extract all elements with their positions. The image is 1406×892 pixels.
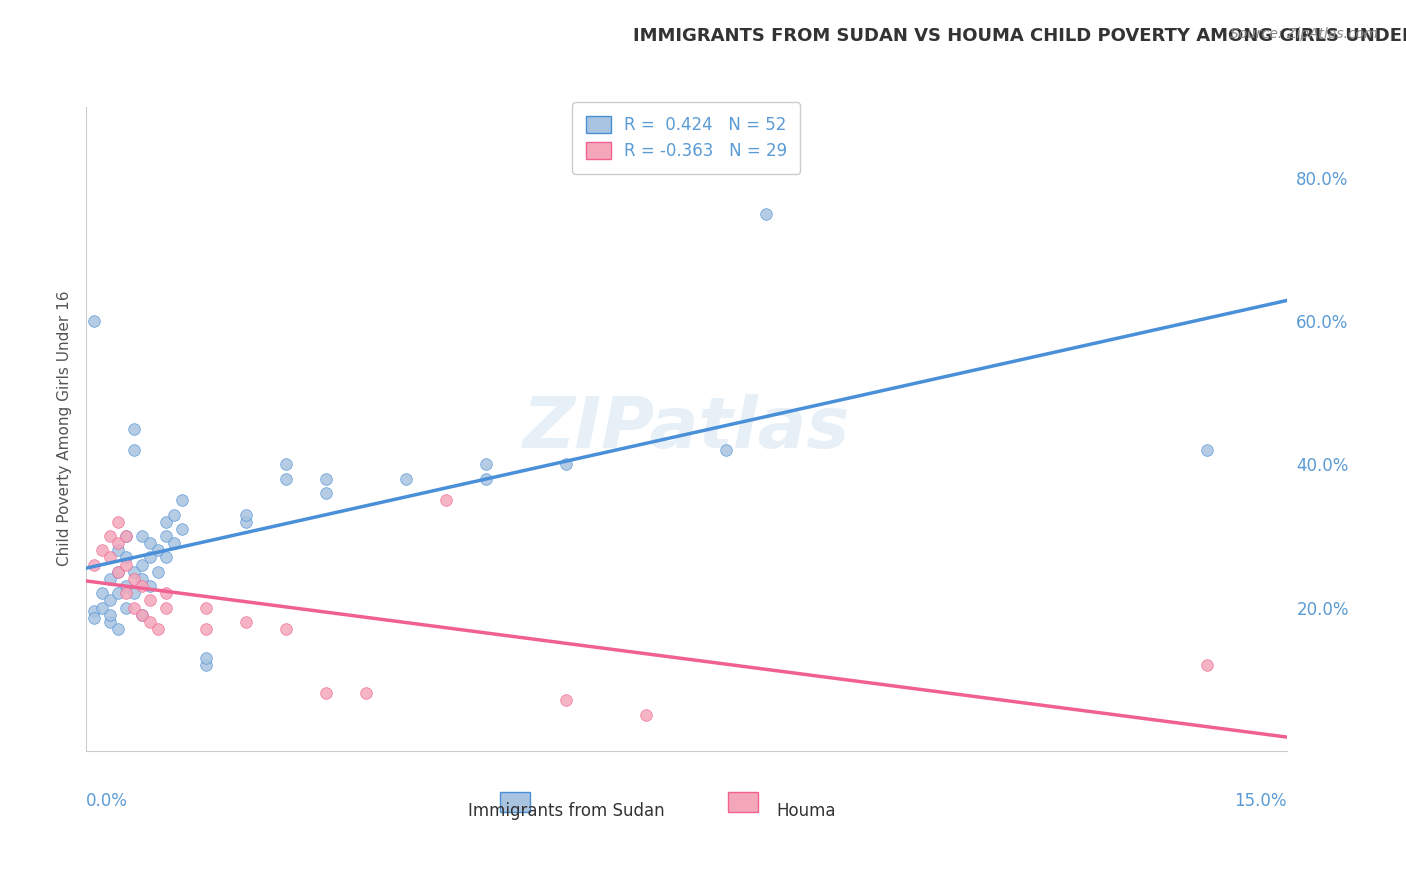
FancyBboxPatch shape	[728, 792, 758, 812]
Point	[107, 536, 129, 550]
Point	[163, 508, 186, 522]
FancyBboxPatch shape	[501, 792, 530, 812]
Point	[315, 686, 337, 700]
Point	[235, 615, 257, 629]
Point	[315, 472, 337, 486]
Point	[146, 565, 169, 579]
Point	[115, 550, 138, 565]
Point	[235, 508, 257, 522]
Point	[315, 486, 337, 500]
Point	[122, 422, 145, 436]
Point	[146, 622, 169, 636]
Point	[555, 693, 578, 707]
Point	[107, 565, 129, 579]
Point	[139, 579, 162, 593]
Point	[1195, 443, 1218, 458]
Text: 15.0%: 15.0%	[1234, 792, 1286, 810]
Point	[91, 543, 114, 558]
Point	[195, 622, 218, 636]
Point	[555, 458, 578, 472]
Point	[115, 529, 138, 543]
Point	[98, 550, 121, 565]
Point	[155, 586, 177, 600]
Point	[91, 586, 114, 600]
Point	[139, 550, 162, 565]
Point	[475, 472, 498, 486]
Point	[195, 600, 218, 615]
Text: Source: ZipAtlas.com: Source: ZipAtlas.com	[1230, 27, 1378, 41]
Point	[475, 458, 498, 472]
Point	[122, 600, 145, 615]
Point	[354, 686, 377, 700]
Point	[1195, 657, 1218, 672]
Point	[139, 615, 162, 629]
Point	[195, 650, 218, 665]
Point	[98, 572, 121, 586]
Point	[131, 572, 153, 586]
Point	[155, 529, 177, 543]
Point	[115, 529, 138, 543]
Text: ZIPatlas: ZIPatlas	[523, 394, 851, 463]
Point	[98, 593, 121, 607]
Point	[716, 443, 738, 458]
Point	[434, 493, 457, 508]
Point	[636, 707, 658, 722]
Point	[172, 493, 194, 508]
Point	[115, 579, 138, 593]
Text: IMMIGRANTS FROM SUDAN VS HOUMA CHILD POVERTY AMONG GIRLS UNDER 16 CORRELATION CH: IMMIGRANTS FROM SUDAN VS HOUMA CHILD POV…	[633, 27, 1406, 45]
Point	[107, 515, 129, 529]
Legend: R =  0.424   N = 52, R = -0.363   N = 29: R = 0.424 N = 52, R = -0.363 N = 29	[572, 103, 800, 174]
Point	[83, 314, 105, 328]
Point	[107, 622, 129, 636]
Point	[115, 600, 138, 615]
Point	[131, 558, 153, 572]
Point	[131, 579, 153, 593]
Point	[755, 207, 778, 221]
Y-axis label: Child Poverty Among Girls Under 16: Child Poverty Among Girls Under 16	[58, 291, 72, 566]
Point	[122, 443, 145, 458]
Point	[139, 593, 162, 607]
Point	[155, 600, 177, 615]
Point	[131, 529, 153, 543]
Point	[98, 607, 121, 622]
Point	[276, 622, 298, 636]
Point	[83, 611, 105, 625]
Point	[91, 600, 114, 615]
Point	[122, 586, 145, 600]
Point	[395, 472, 418, 486]
Point	[107, 565, 129, 579]
Point	[107, 586, 129, 600]
Point	[146, 543, 169, 558]
Point	[83, 604, 105, 618]
Point	[163, 536, 186, 550]
Point	[98, 615, 121, 629]
Point	[122, 572, 145, 586]
Point	[155, 515, 177, 529]
Text: Immigrants from Sudan: Immigrants from Sudan	[468, 802, 665, 820]
Point	[83, 558, 105, 572]
Point	[195, 657, 218, 672]
Point	[131, 607, 153, 622]
Point	[235, 515, 257, 529]
Point	[98, 529, 121, 543]
Point	[107, 543, 129, 558]
Point	[115, 586, 138, 600]
Point	[131, 607, 153, 622]
Text: Houma: Houma	[776, 802, 837, 820]
Point	[122, 565, 145, 579]
Point	[115, 558, 138, 572]
Point	[276, 458, 298, 472]
Text: 0.0%: 0.0%	[86, 792, 128, 810]
Point	[139, 536, 162, 550]
Point	[172, 522, 194, 536]
Point	[276, 472, 298, 486]
Point	[155, 550, 177, 565]
